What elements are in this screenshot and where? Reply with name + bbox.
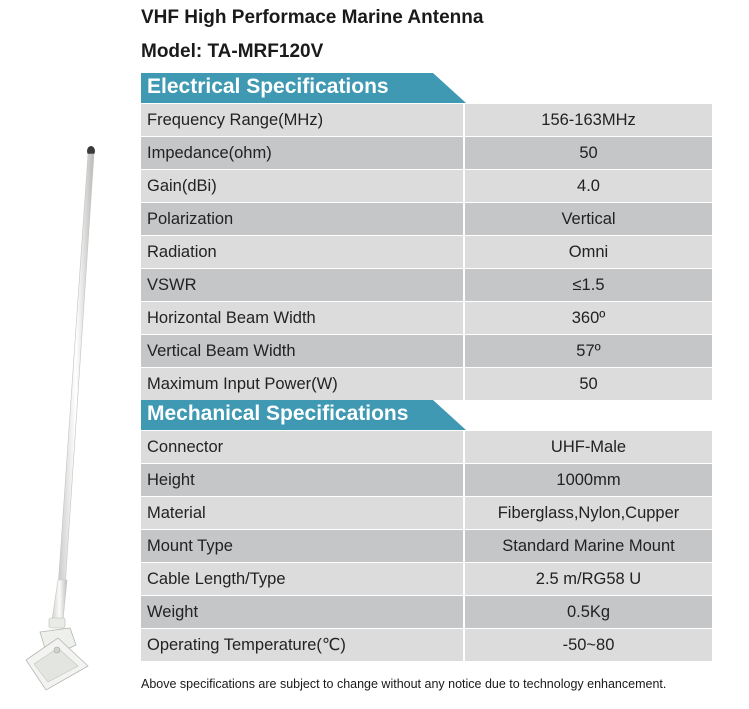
product-title: VHF High Performace Marine Antenna — [141, 7, 484, 28]
table-row: Horizontal Beam Width 360º — [141, 301, 712, 335]
disclaimer-note: Above specifications are subject to chan… — [141, 677, 667, 691]
spec-label: Material — [141, 496, 465, 530]
mechanical-section-title: Mechanical Specifications — [147, 402, 409, 425]
spec-value: Omni — [464, 235, 712, 269]
spec-label: Connector — [141, 431, 465, 464]
table-row: Mount Type Standard Marine Mount — [141, 529, 712, 563]
table-row: Gain(dBi) 4.0 — [141, 169, 712, 203]
spec-label: Height — [141, 463, 465, 497]
spec-label: Maximum Input Power(W) — [141, 367, 465, 401]
spec-value: Standard Marine Mount — [464, 529, 712, 563]
spec-value: 360º — [464, 301, 712, 335]
table-row: Material Fiberglass,Nylon,Cupper — [141, 496, 712, 530]
spec-label: Impedance(ohm) — [141, 136, 465, 170]
table-row: Weight 0.5Kg — [141, 595, 712, 629]
spec-label: Horizontal Beam Width — [141, 301, 465, 335]
spec-value: 1000mm — [464, 463, 712, 497]
table-row: Operating Temperature(℃) -50~80 — [141, 628, 712, 662]
spec-label: Vertical Beam Width — [141, 334, 465, 368]
spec-value: 57º — [464, 334, 712, 368]
spec-value: ≤1.5 — [464, 268, 712, 302]
spec-value: 50 — [464, 136, 712, 170]
table-row: Height 1000mm — [141, 463, 712, 497]
table-row: Impedance(ohm) 50 — [141, 136, 712, 170]
spec-label: VSWR — [141, 268, 465, 302]
spec-value: UHF-Male — [464, 431, 712, 464]
table-row: Connector UHF-Male — [141, 431, 712, 464]
spec-label: Polarization — [141, 202, 465, 236]
spec-label: Operating Temperature(℃) — [141, 628, 465, 662]
table-row: Polarization Vertical — [141, 202, 712, 236]
electrical-section-title: Electrical Specifications — [147, 75, 389, 98]
spec-value: 50 — [464, 367, 712, 401]
table-row: Cable Length/Type 2.5 m/RG58 U — [141, 562, 712, 596]
spec-value: 156-163MHz — [464, 104, 712, 137]
spec-label: Gain(dBi) — [141, 169, 465, 203]
table-row: Radiation Omni — [141, 235, 712, 269]
table-row: Vertical Beam Width 57º — [141, 334, 712, 368]
table-row: VSWR ≤1.5 — [141, 268, 712, 302]
mechanical-spec-table: Connector UHF-Male Height 1000mm Material F… — [141, 431, 712, 662]
electrical-spec-table: Frequency Range(MHz) 156-163MHz Impedance… — [141, 104, 712, 401]
spec-label: Cable Length/Type — [141, 562, 465, 596]
table-row: Maximum Input Power(W) 50 — [141, 367, 712, 401]
spec-value: 2.5 m/RG58 U — [464, 562, 712, 596]
marine-antenna-icon — [25, 146, 95, 691]
spec-value: 4.0 — [464, 169, 712, 203]
spec-label: Weight — [141, 595, 465, 629]
spec-value: Fiberglass,Nylon,Cupper — [464, 496, 712, 530]
spec-value: 0.5Kg — [464, 595, 712, 629]
model-number: Model: TA-MRF120V — [141, 41, 324, 62]
spec-value: Vertical — [464, 202, 712, 236]
spec-label: Frequency Range(MHz) — [141, 104, 465, 137]
spec-label: Radiation — [141, 235, 465, 269]
spec-label: Mount Type — [141, 529, 465, 563]
spec-value: -50~80 — [464, 628, 712, 662]
table-row: Frequency Range(MHz) 156-163MHz — [141, 104, 712, 137]
